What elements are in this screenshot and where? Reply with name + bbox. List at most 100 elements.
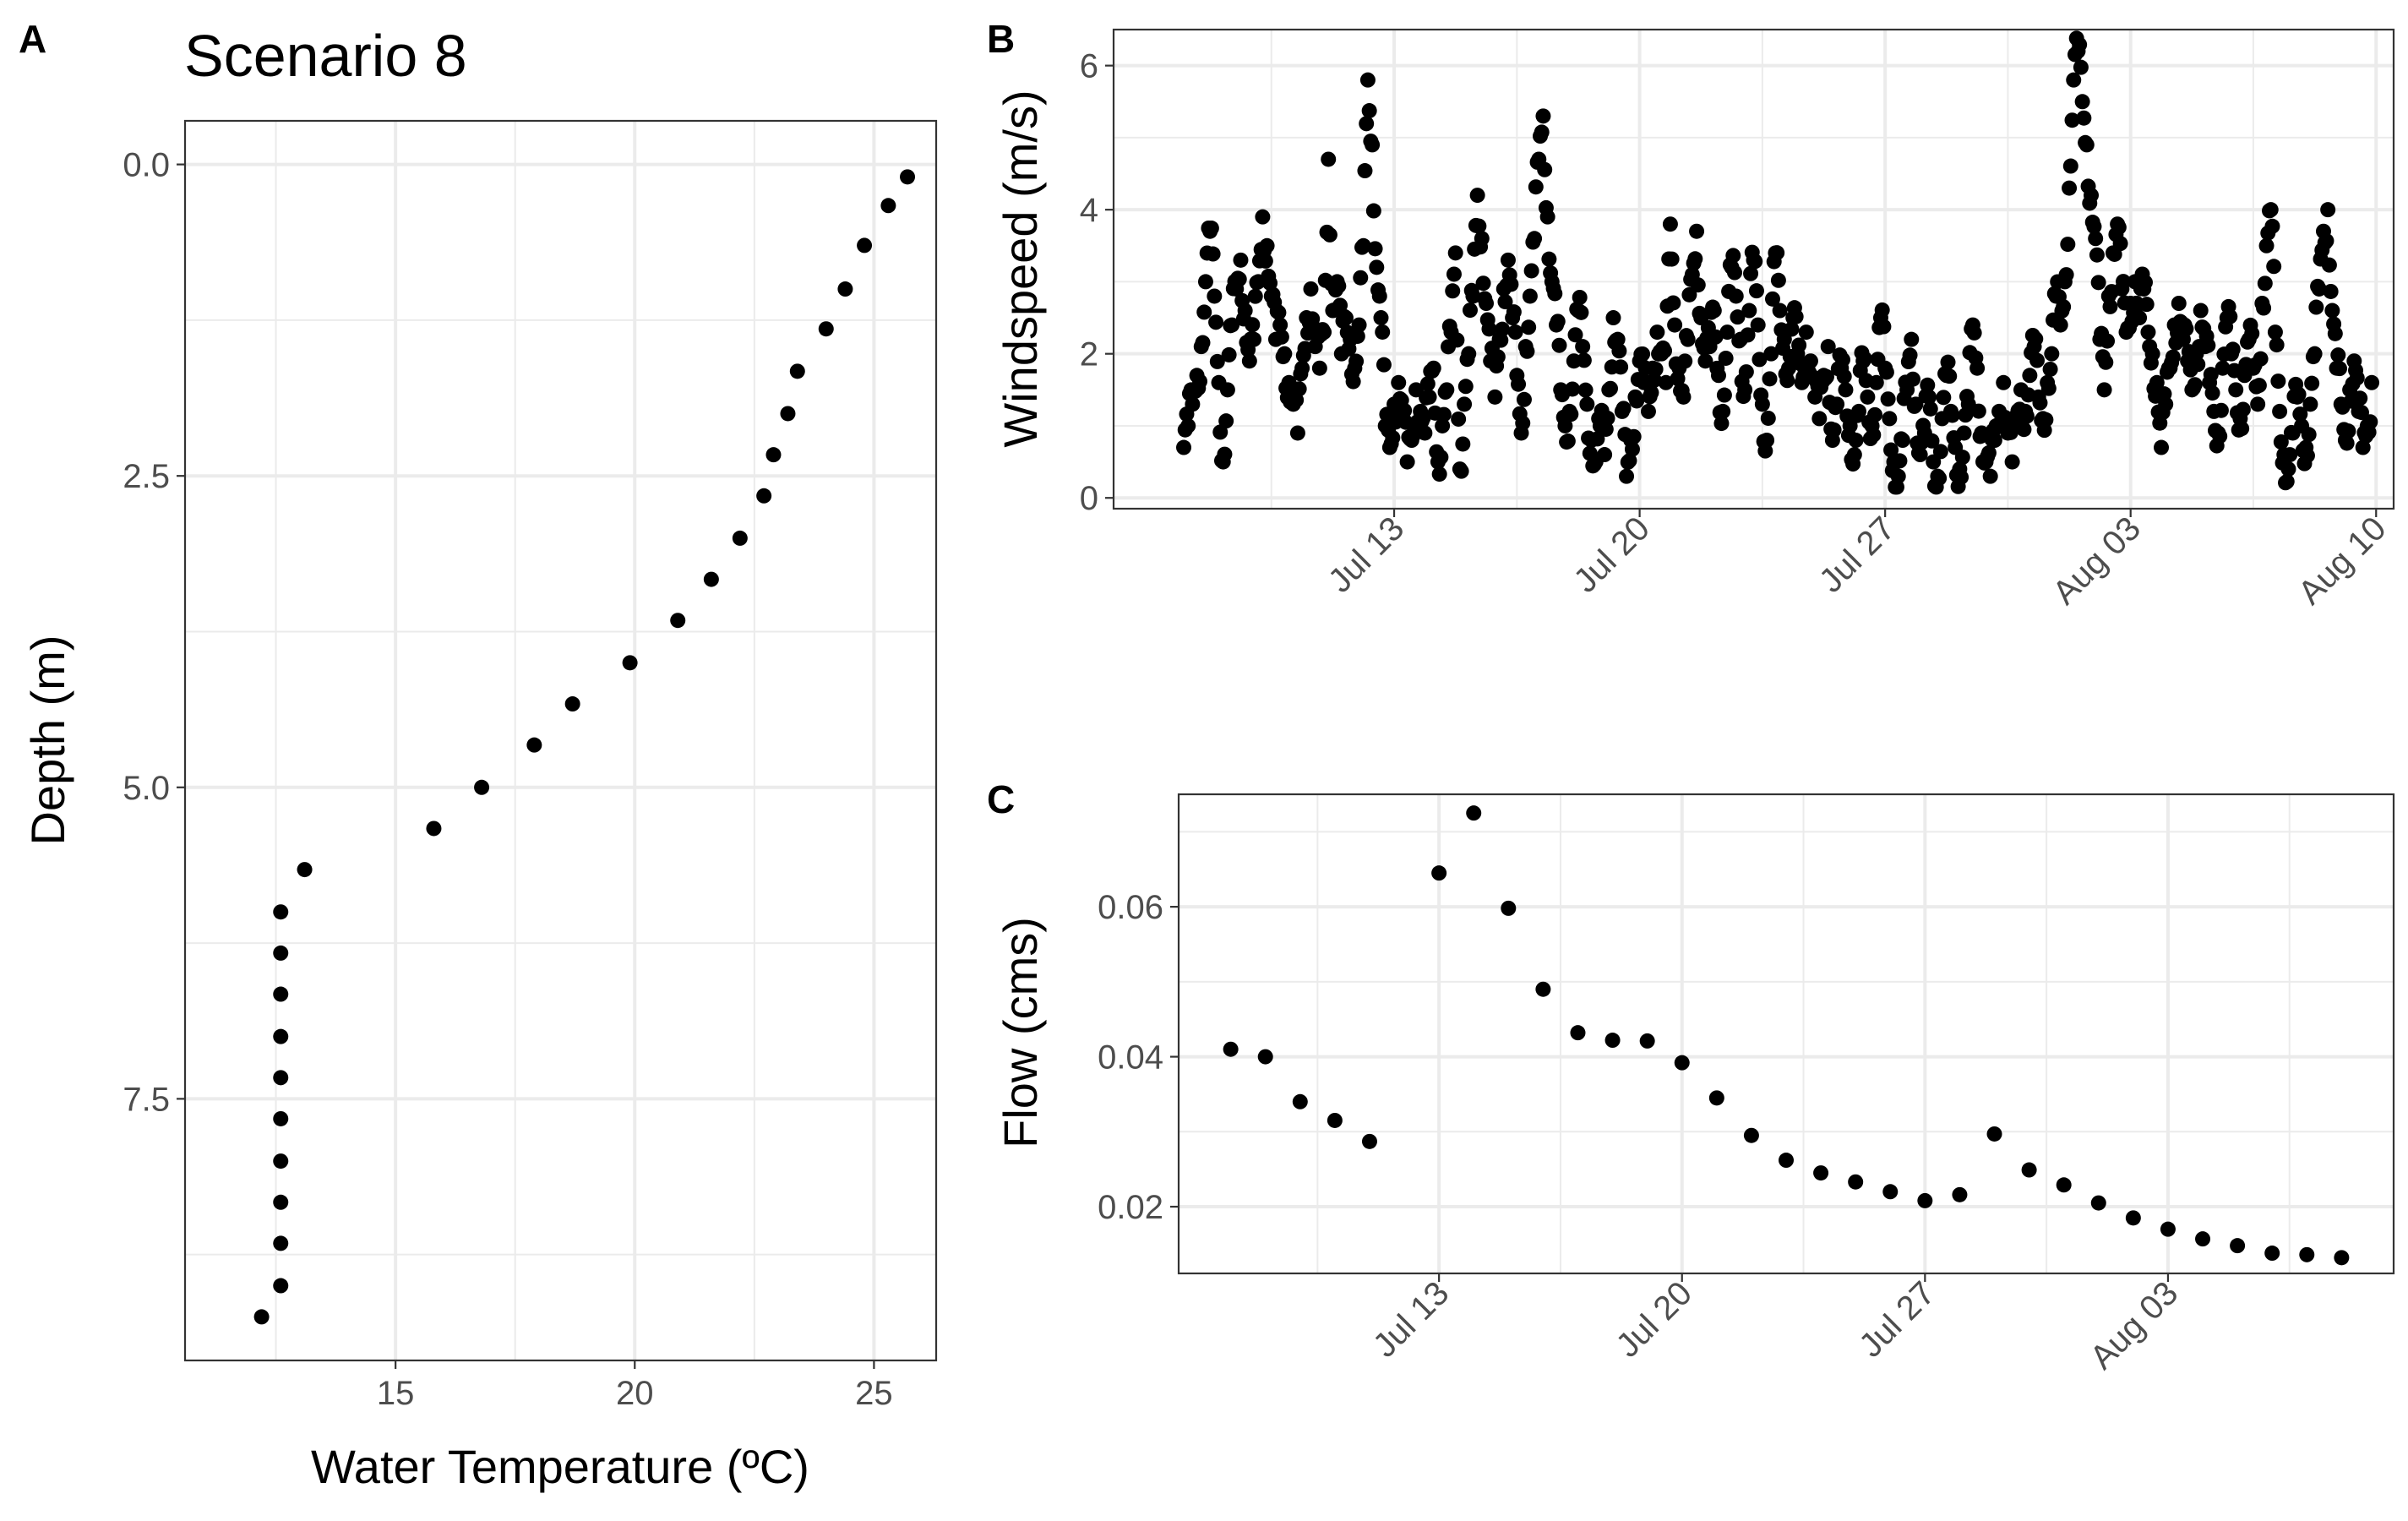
data-point (2056, 299, 2072, 315)
data-point (818, 321, 834, 337)
data-point (1373, 310, 1389, 326)
data-point (1640, 403, 1656, 419)
data-point (1954, 450, 1970, 466)
data-point (1715, 403, 1731, 419)
data-point (2040, 380, 2057, 396)
data-point (2044, 346, 2060, 362)
data-point (1667, 317, 1683, 333)
data-point (1399, 454, 1415, 470)
data-point (622, 655, 638, 671)
data-point (1292, 1093, 1308, 1109)
data-point (2355, 439, 2371, 455)
data-point (2096, 382, 2112, 398)
data-point (1475, 275, 1491, 292)
data-point (1247, 288, 1263, 304)
data-point (2144, 346, 2160, 362)
data-point (1439, 382, 1455, 398)
data-point (2352, 390, 2368, 406)
data-point (2086, 219, 2102, 235)
data-point (1708, 329, 1724, 345)
data-point (1710, 368, 1726, 384)
panel-a-frame (183, 119, 938, 1362)
panel-a-title: Scenario 8 (184, 23, 467, 89)
data-point (1892, 453, 1908, 469)
data-point (1851, 403, 1867, 419)
data-point (1737, 382, 1753, 398)
panel-a-plot-area (185, 121, 936, 1360)
data-point (1321, 151, 1337, 167)
data-point (2187, 377, 2203, 393)
data-point (1433, 450, 1449, 466)
data-point (2028, 331, 2044, 347)
data-point (2244, 325, 2260, 341)
data-point (2253, 351, 2269, 367)
data-point (1371, 288, 1387, 304)
data-point (1860, 389, 1876, 405)
data-point (732, 530, 748, 546)
data-point (1457, 396, 1473, 412)
data-point (1687, 251, 1703, 267)
data-point (1762, 371, 1778, 387)
data-point (1469, 188, 1485, 204)
data-point (1565, 381, 1581, 397)
data-point (1791, 337, 1807, 353)
data-point (1357, 163, 1373, 179)
data-point (2084, 188, 2100, 204)
data-point (1969, 360, 1986, 376)
data-point (1271, 304, 1287, 320)
data-point (1725, 248, 1741, 264)
data-point (1936, 390, 1952, 406)
data-point (1425, 360, 1441, 376)
data-point (1457, 379, 1474, 395)
data-point (1497, 294, 1513, 310)
data-point (1813, 1165, 1829, 1181)
data-point (1675, 389, 1692, 405)
data-point (1639, 1033, 1655, 1049)
data-point (2302, 396, 2318, 412)
x-tick-label: 15 (377, 1375, 415, 1412)
data-point (1462, 303, 1478, 319)
data-point (1829, 396, 1845, 412)
data-point (1367, 241, 1383, 257)
data-point (2004, 454, 2020, 470)
data-point (2203, 367, 2219, 383)
data-point (1197, 274, 1213, 290)
data-point (1479, 296, 1495, 311)
data-point (2112, 236, 2128, 252)
data-point (1273, 329, 1289, 345)
data-point (880, 198, 896, 214)
data-point (2100, 333, 2116, 349)
data-point (2060, 237, 2076, 253)
y-tick-label: 2.5 (123, 458, 170, 495)
data-point (1523, 263, 1539, 279)
data-point (1942, 368, 1958, 384)
data-point (2074, 94, 2090, 110)
data-point (273, 986, 289, 1002)
y-tick-label: 0.04 (1098, 1039, 1163, 1077)
data-point (1277, 346, 1293, 362)
panel-a-tag: A (19, 17, 46, 61)
data-point (1878, 364, 1894, 380)
data-point (1944, 407, 1960, 423)
data-point (2299, 1246, 2315, 1262)
data-point (1294, 360, 1310, 376)
panel-c-points (1223, 805, 2350, 1266)
data-point (1506, 304, 1522, 320)
data-point (1567, 327, 1583, 343)
data-point (789, 363, 805, 379)
data-point (1259, 237, 1275, 254)
panel-c-frame (1177, 793, 2395, 1275)
data-point (2042, 361, 2058, 377)
data-point (2307, 346, 2323, 362)
data-point (1760, 410, 1776, 426)
data-point (1241, 353, 1257, 369)
data-point (2311, 281, 2327, 297)
data-point (2018, 408, 2035, 424)
data-point (2272, 403, 2288, 419)
data-point (1449, 332, 1465, 348)
data-point (1719, 324, 1735, 341)
data-point (1436, 406, 1452, 422)
data-point (426, 820, 442, 837)
data-point (1788, 308, 1804, 324)
